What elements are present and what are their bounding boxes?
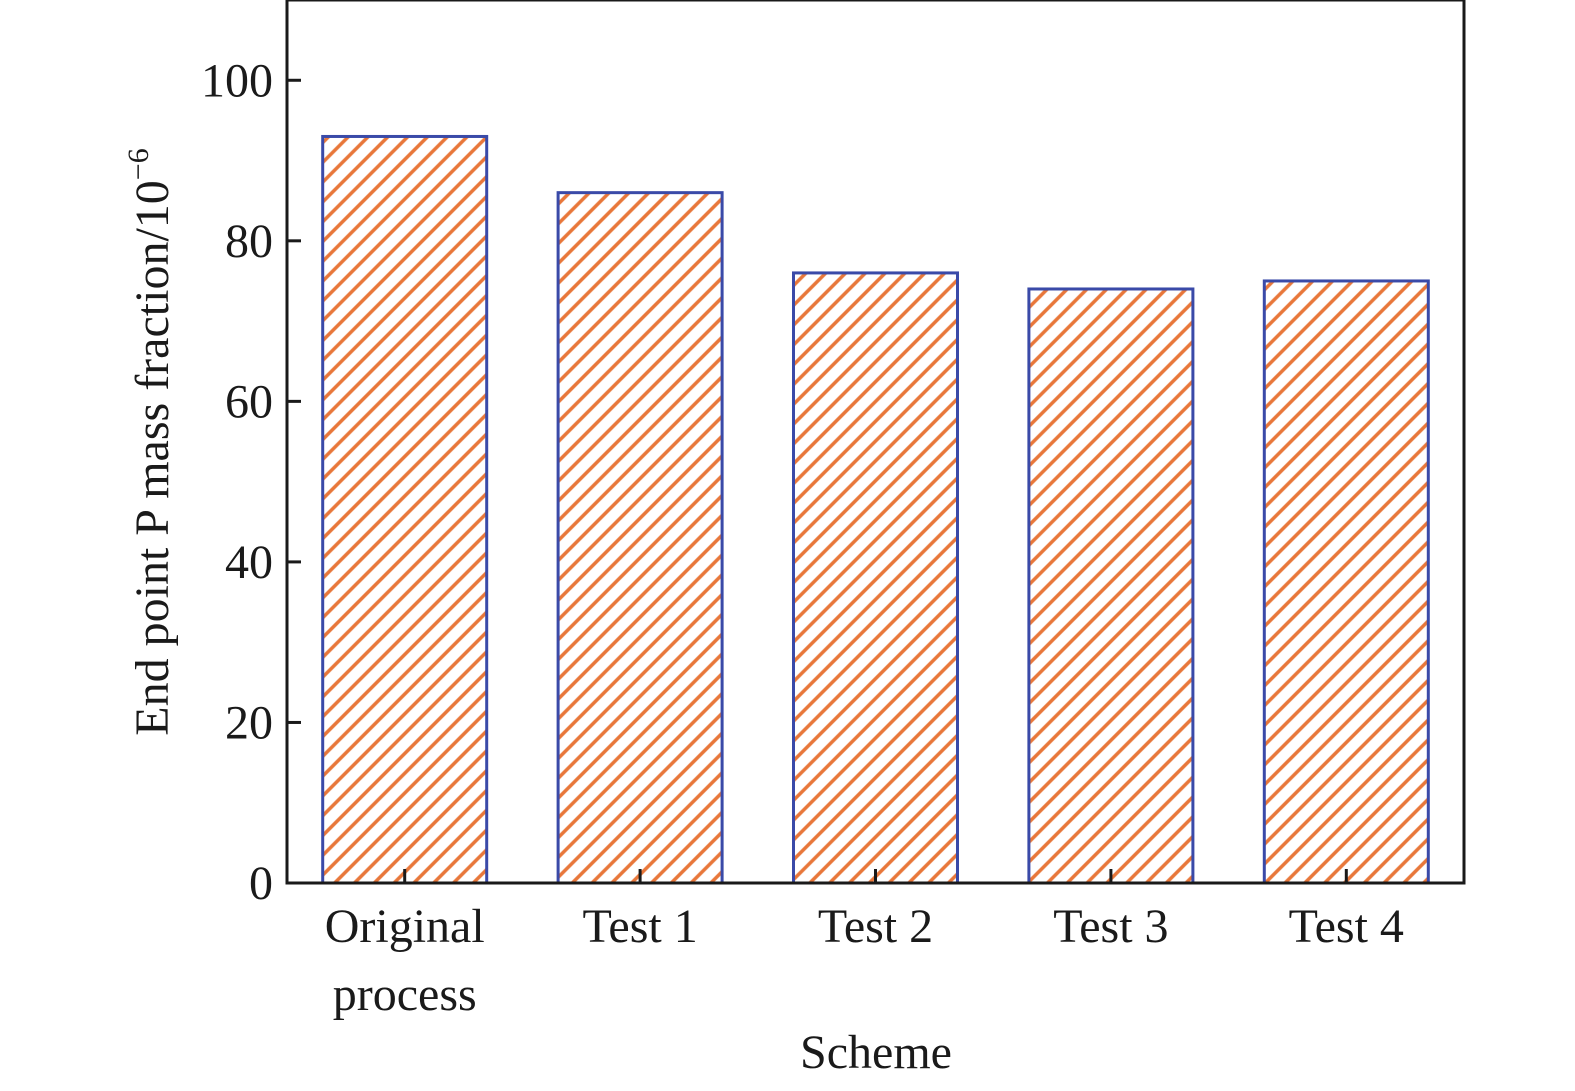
x-tick-label: Test 1 xyxy=(582,900,697,953)
y-axis-title-exponent: −6 xyxy=(122,148,155,180)
y-tick-label: 60 xyxy=(225,375,273,428)
bar xyxy=(792,271,959,885)
bar xyxy=(556,191,724,885)
y-tick-label: 80 xyxy=(225,215,273,268)
x-tick-label: Original process xyxy=(325,900,485,1021)
x-tick-label: Test 2 xyxy=(818,900,933,953)
bars xyxy=(321,134,1430,885)
bar xyxy=(1027,287,1195,885)
y-axis: 0 20 40 60 80 100 xyxy=(201,54,301,910)
x-tick-label: Test 3 xyxy=(1053,900,1168,953)
y-tick-label: 40 xyxy=(225,536,273,589)
y-tick-label: 0 xyxy=(249,857,273,910)
y-axis-title: End point P mass fraction/10−6 xyxy=(122,148,179,735)
y-axis-title-base: End point P mass fraction/10 xyxy=(126,180,179,736)
y-tick-label: 20 xyxy=(225,696,273,749)
y-tick-label: 100 xyxy=(201,54,273,107)
bar xyxy=(1262,279,1430,885)
x-axis: Original process Test 1 Test 2 Test 3 Test 4 xyxy=(325,869,1404,1021)
x-axis-title: Scheme xyxy=(800,1026,952,1079)
bar xyxy=(321,134,489,885)
x-tick-label: Test 4 xyxy=(1289,900,1404,953)
